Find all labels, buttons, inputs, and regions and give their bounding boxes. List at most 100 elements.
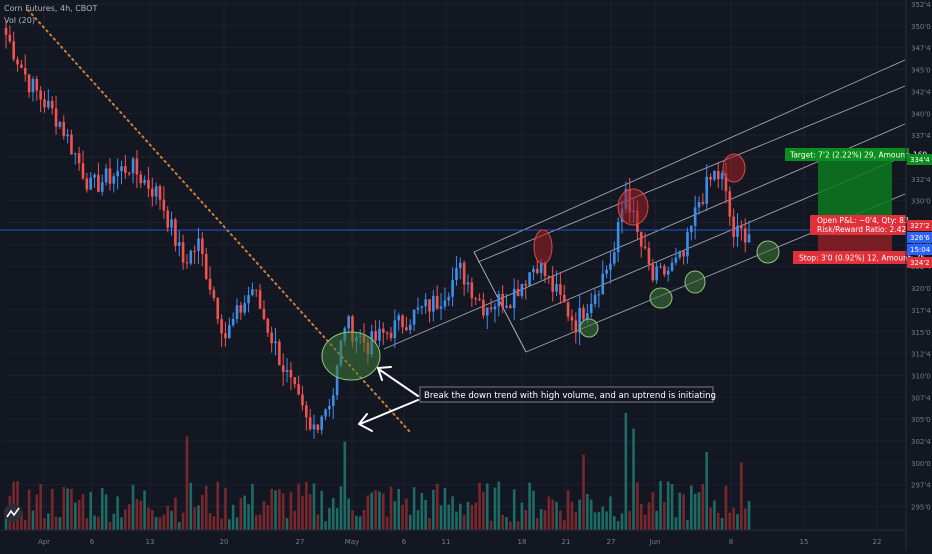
- candle[interactable]: [609, 251, 612, 284]
- candle[interactable]: [23, 54, 27, 82]
- candle[interactable]: [324, 408, 327, 421]
- candle[interactable]: [474, 296, 477, 306]
- candle[interactable]: [316, 424, 320, 434]
- candle[interactable]: [270, 326, 273, 353]
- candle[interactable]: [659, 262, 662, 269]
- candle[interactable]: [740, 220, 743, 241]
- candle[interactable]: [512, 278, 516, 321]
- candle[interactable]: [663, 264, 666, 278]
- candle[interactable]: [35, 75, 39, 101]
- candle[interactable]: [578, 294, 581, 346]
- candle[interactable]: [378, 320, 381, 347]
- candle[interactable]: [124, 154, 127, 179]
- candle[interactable]: [701, 193, 705, 206]
- candle[interactable]: [174, 217, 177, 252]
- candle[interactable]: [204, 247, 208, 281]
- candle[interactable]: [489, 298, 493, 313]
- candle[interactable]: [297, 375, 300, 396]
- candle[interactable]: [320, 414, 323, 435]
- candle[interactable]: [686, 227, 689, 264]
- candle[interactable]: [262, 300, 266, 321]
- candle[interactable]: [589, 292, 593, 318]
- candle[interactable]: [678, 250, 682, 260]
- candle[interactable]: [497, 290, 501, 317]
- candle[interactable]: [439, 293, 443, 320]
- candle[interactable]: [466, 274, 470, 293]
- candle[interactable]: [4, 21, 8, 49]
- candle[interactable]: [331, 387, 335, 420]
- candle[interactable]: [89, 172, 92, 191]
- tradingview-logo-icon[interactable]: [4, 504, 22, 522]
- candle[interactable]: [616, 217, 620, 263]
- candle[interactable]: [582, 304, 585, 322]
- candle[interactable]: [104, 163, 108, 186]
- annotation-box[interactable]: [419, 386, 714, 403]
- candle[interactable]: [639, 231, 643, 258]
- candle[interactable]: [643, 232, 647, 250]
- candle[interactable]: [143, 175, 146, 186]
- candle[interactable]: [127, 171, 131, 177]
- candle[interactable]: [385, 331, 389, 340]
- candle[interactable]: [12, 31, 15, 62]
- candle[interactable]: [162, 186, 166, 220]
- candle[interactable]: [27, 74, 31, 98]
- candle[interactable]: [77, 147, 81, 171]
- candle[interactable]: [285, 358, 289, 383]
- candle[interactable]: [655, 261, 658, 284]
- candle[interactable]: [713, 170, 716, 182]
- candle[interactable]: [181, 234, 185, 270]
- candle[interactable]: [312, 414, 316, 439]
- candle[interactable]: [93, 172, 96, 188]
- candle[interactable]: [528, 272, 531, 287]
- candle[interactable]: [251, 282, 254, 297]
- candle[interactable]: [747, 220, 751, 243]
- candle[interactable]: [682, 249, 685, 265]
- candle[interactable]: [728, 186, 732, 226]
- candle[interactable]: [54, 96, 58, 135]
- candle[interactable]: [235, 298, 239, 324]
- candle[interactable]: [247, 286, 250, 313]
- candle[interactable]: [536, 260, 539, 275]
- candle[interactable]: [108, 158, 112, 191]
- candle[interactable]: [266, 317, 270, 338]
- candle[interactable]: [66, 128, 69, 144]
- candle[interactable]: [382, 322, 385, 345]
- candle[interactable]: [424, 293, 427, 314]
- candle[interactable]: [243, 295, 246, 316]
- candle[interactable]: [709, 173, 712, 187]
- candle[interactable]: [347, 314, 350, 333]
- candle[interactable]: [328, 399, 331, 417]
- candle[interactable]: [720, 170, 724, 191]
- candle[interactable]: [562, 284, 566, 303]
- candle[interactable]: [258, 283, 262, 309]
- candle[interactable]: [670, 257, 674, 273]
- candle[interactable]: [743, 218, 747, 253]
- support-circle[interactable]: [579, 318, 599, 338]
- candle[interactable]: [278, 339, 281, 366]
- candle[interactable]: [559, 271, 562, 305]
- candle[interactable]: [674, 247, 678, 266]
- candle[interactable]: [597, 290, 601, 308]
- candle[interactable]: [224, 321, 227, 347]
- candle[interactable]: [39, 86, 42, 113]
- price-axis[interactable]: 352'4350'0347'4345'0342'4340'0337'4335'0…: [905, 0, 931, 550]
- candle[interactable]: [570, 309, 574, 331]
- candle[interactable]: [493, 303, 497, 323]
- candle[interactable]: [393, 309, 397, 348]
- support-circle[interactable]: [649, 287, 673, 309]
- candle[interactable]: [482, 292, 485, 319]
- candle[interactable]: [509, 303, 512, 309]
- candle[interactable]: [505, 293, 508, 309]
- resistance-circle[interactable]: [722, 153, 746, 183]
- candle[interactable]: [447, 292, 451, 306]
- candle[interactable]: [189, 249, 193, 266]
- candle[interactable]: [716, 162, 720, 189]
- candle[interactable]: [443, 287, 447, 310]
- candle[interactable]: [605, 265, 608, 279]
- candle[interactable]: [170, 211, 173, 236]
- candle[interactable]: [201, 232, 204, 267]
- candle[interactable]: [289, 362, 293, 391]
- resistance-circle[interactable]: [617, 188, 649, 226]
- candle[interactable]: [62, 115, 66, 140]
- candle[interactable]: [416, 297, 420, 315]
